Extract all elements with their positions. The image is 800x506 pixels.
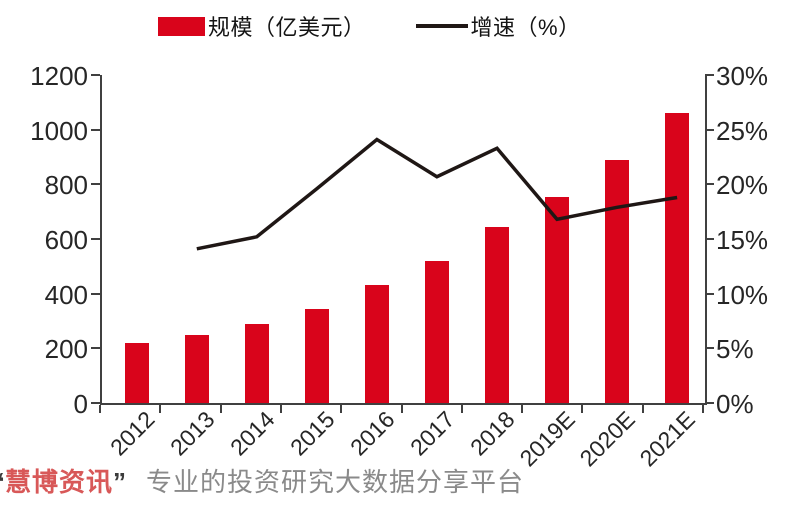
right-axis-tick-label: 20% bbox=[716, 170, 769, 201]
line-series-swatch bbox=[415, 24, 468, 28]
bar-2017 bbox=[424, 260, 449, 403]
x-axis-tick bbox=[641, 405, 644, 413]
right-axis-tick bbox=[705, 238, 714, 240]
right-axis-tick-label: 10% bbox=[716, 279, 769, 310]
left-axis-tick bbox=[91, 347, 100, 350]
x-axis-tick bbox=[159, 405, 162, 413]
right-axis-tick bbox=[705, 128, 714, 131]
watermark-brand: 慧博资讯 bbox=[5, 467, 114, 497]
right-axis-tick bbox=[705, 183, 714, 186]
right-axis-tick bbox=[705, 74, 714, 76]
x-axis-label-2015: 2015 bbox=[284, 406, 340, 461]
left-axis-tick bbox=[91, 292, 100, 295]
x-axis-tick bbox=[99, 405, 101, 413]
legend: 规模（亿美元） 增速（%） bbox=[158, 10, 581, 42]
x-axis-label-2012: 2012 bbox=[104, 406, 160, 461]
x-axis-tick bbox=[702, 405, 704, 413]
x-axis-label-2021E: 2021E bbox=[634, 406, 700, 472]
x-axis-label-2017: 2017 bbox=[404, 406, 460, 461]
left-axis-tick-label: 800 bbox=[44, 170, 88, 201]
x-axis-tick bbox=[219, 405, 222, 413]
legend-label-growth: 增速（%） bbox=[470, 15, 581, 40]
left-axis-tick bbox=[91, 128, 100, 131]
bar-series-swatch bbox=[158, 16, 205, 36]
bar-2019E bbox=[545, 196, 570, 403]
right-axis-tick-label: 15% bbox=[716, 225, 769, 255]
x-axis-tick bbox=[279, 405, 282, 413]
right-axis-tick-label: 30% bbox=[716, 61, 769, 91]
bar-2013 bbox=[184, 334, 209, 403]
watermark-tagline: 专业的投资研究大数据分享平台 bbox=[146, 467, 525, 497]
left-axis-tick bbox=[91, 402, 100, 404]
left-axis-tick bbox=[91, 74, 100, 76]
right-axis-tick-label: 5% bbox=[716, 334, 754, 365]
x-axis-label-2019E: 2019E bbox=[514, 406, 580, 472]
x-axis-tick bbox=[400, 405, 403, 413]
left-axis-tick-label: 1200 bbox=[30, 61, 88, 91]
plot-area bbox=[100, 75, 707, 405]
legend-label-scale: 规模（亿美元） bbox=[208, 15, 366, 40]
legend-item-scale: 规模（亿美元） bbox=[158, 10, 366, 42]
left-axis-tick-label: 400 bbox=[44, 279, 88, 310]
right-axis-tick bbox=[705, 292, 714, 295]
x-axis-tick bbox=[460, 405, 463, 413]
x-axis-label-2014: 2014 bbox=[224, 406, 280, 461]
x-axis-tick bbox=[340, 405, 343, 413]
watermark-close-quote: ” bbox=[113, 467, 127, 497]
bar-2015 bbox=[304, 308, 329, 403]
bar-2018 bbox=[485, 226, 509, 403]
x-axis-label-2013: 2013 bbox=[164, 406, 220, 461]
watermark-open-quote: “ bbox=[0, 467, 5, 497]
left-axis-tick-label: 200 bbox=[44, 334, 88, 365]
left-axis-tick-label: 600 bbox=[44, 225, 88, 255]
right-axis-tick-label: 0% bbox=[716, 389, 754, 419]
x-axis-tick bbox=[521, 405, 524, 413]
bar-2020E bbox=[605, 159, 630, 403]
right-axis-tick bbox=[705, 347, 714, 350]
x-axis-tick bbox=[581, 405, 584, 413]
x-axis-label-2020E: 2020E bbox=[574, 406, 640, 472]
left-axis-tick-label: 1000 bbox=[30, 115, 88, 146]
bar-2021E bbox=[665, 113, 690, 403]
x-axis-label-2016: 2016 bbox=[344, 406, 400, 461]
bar-2016 bbox=[364, 285, 389, 403]
growth-line bbox=[196, 137, 678, 251]
left-axis-tick-label: 0 bbox=[73, 389, 88, 419]
bar-2014 bbox=[244, 323, 269, 403]
left-axis-tick bbox=[91, 183, 100, 186]
right-axis-tick-label: 25% bbox=[716, 115, 769, 146]
watermark: “慧博资讯” 专业的投资研究大数据分享平台 bbox=[0, 462, 524, 499]
legend-item-growth: 增速（%） bbox=[415, 10, 581, 42]
bar-2012 bbox=[124, 342, 149, 403]
left-axis-tick bbox=[91, 238, 100, 240]
right-axis-tick bbox=[705, 402, 714, 404]
growth-line-layer bbox=[196, 137, 678, 251]
x-axis-label-2018: 2018 bbox=[464, 406, 520, 461]
